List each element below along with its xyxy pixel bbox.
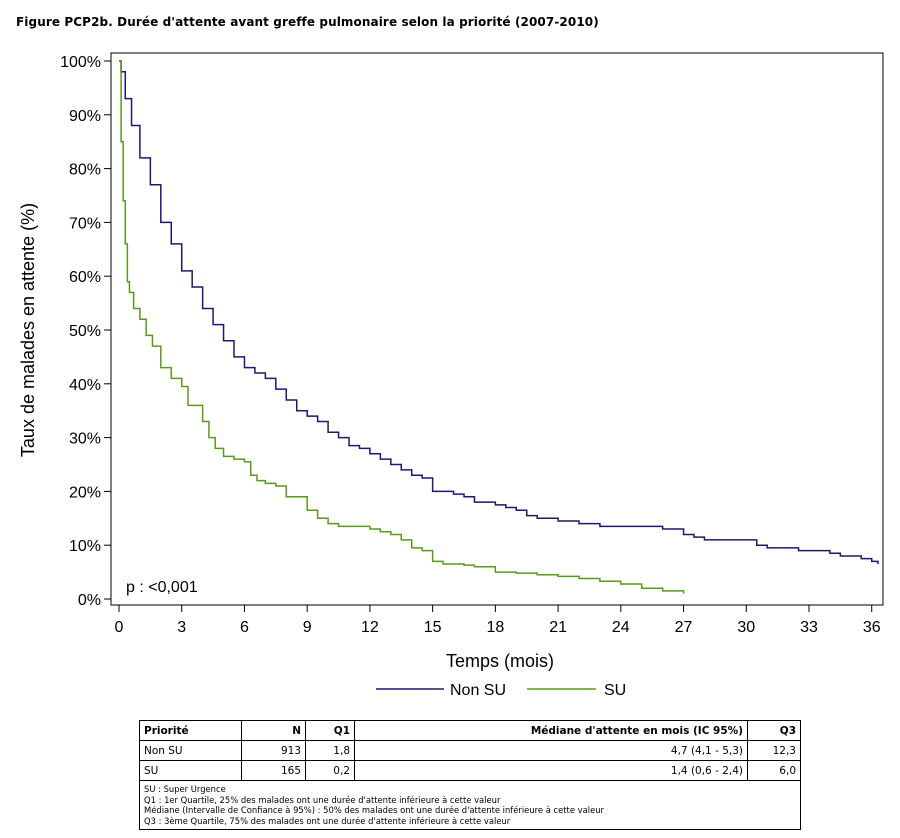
x-tick-label: 0	[115, 619, 124, 636]
plot-frame	[110, 52, 884, 606]
y-tick-label: 90%	[69, 108, 101, 125]
note-line: Q3 : 3ème Quartile, 75% des malades ont …	[144, 815, 511, 826]
cell-priorite: Non SU	[139, 740, 242, 761]
x-tick-label: 21	[549, 619, 567, 636]
note-line: Q1 : 1er Quartile, 25% des malades ont u…	[144, 794, 501, 805]
x-tick-label: 6	[240, 619, 249, 636]
y-tick-label: 20%	[69, 484, 101, 501]
y-tick-label: 10%	[69, 538, 101, 555]
y-axis-label: Taux de malades en attente (%)	[18, 203, 38, 457]
cell-n: 913	[241, 740, 306, 761]
x-tick-label: 36	[863, 619, 881, 636]
cell-mediane: 1,4 (0,6 - 2,4)	[354, 760, 748, 781]
note-line: SU : Super Urgence	[144, 784, 226, 794]
legend: Non SU SU	[376, 682, 626, 699]
table-row: Non SU 913 1,8 4,7 (4,1 - 5,3) 12,3	[139, 740, 801, 761]
y-tick-label: 70%	[69, 215, 101, 232]
legend-label-su: SU	[604, 682, 626, 699]
table-header-row: Priorité N Q1 Médiane d'attente en mois …	[139, 720, 801, 741]
x-tick-label: 3	[177, 619, 186, 636]
header-mediane: Médiane d'attente en mois (IC 95%)	[354, 720, 748, 741]
cell-mediane: 4,7 (4,1 - 5,3)	[354, 740, 748, 761]
x-axis-label: Temps (mois)	[446, 651, 554, 671]
x-tick-label: 12	[361, 619, 379, 636]
y-tick-label: 50%	[69, 323, 101, 340]
cell-q3: 6,0	[747, 760, 801, 781]
y-tick-label: 0%	[78, 592, 101, 609]
note-line: Médiane (Intervalle de Confiance à 95%) …	[144, 805, 604, 815]
x-tick-label: 27	[675, 619, 693, 636]
p-value-annotation: p : <0,001	[126, 579, 198, 596]
header-priorite: Priorité	[139, 720, 242, 741]
series-line-su	[119, 60, 685, 594]
x-tick-label: 33	[800, 619, 818, 636]
x-tick-label: 9	[303, 619, 312, 636]
y-tick-label: 40%	[69, 377, 101, 394]
x-tick-label: 18	[486, 619, 504, 636]
y-tick-label: 80%	[69, 162, 101, 179]
x-tick-label: 30	[737, 619, 755, 636]
stats-table: Priorité N Q1 Médiane d'attente en mois …	[139, 720, 801, 830]
cell-priorite: SU	[139, 760, 242, 781]
x-tick-label: 24	[612, 619, 630, 636]
series-line-non-su	[119, 60, 879, 565]
header-q1: Q1	[305, 720, 355, 741]
header-n: N	[241, 720, 306, 741]
cell-n: 165	[241, 760, 306, 781]
cell-q3: 12,3	[747, 740, 801, 761]
y-tick-label: 100%	[60, 54, 101, 71]
table-notes: SU : Super Urgence Q1 : 1er Quartile, 25…	[139, 780, 801, 830]
legend-label-non-su: Non SU	[450, 682, 506, 699]
header-q3: Q3	[747, 720, 801, 741]
cell-q1: 0,2	[305, 760, 355, 781]
figure-title: Figure PCP2b. Durée d'attente avant gref…	[16, 15, 599, 29]
table-row: SU 165 0,2 1,4 (0,6 - 2,4) 6,0	[139, 760, 801, 781]
x-tick-label: 15	[424, 619, 442, 636]
notes-row: SU : Super Urgence Q1 : 1er Quartile, 25…	[139, 780, 801, 830]
y-tick-label: 30%	[69, 431, 101, 448]
y-tick-label: 60%	[69, 269, 101, 286]
survival-chart: Taux de malades en attente (%) Temps (mo…	[18, 52, 884, 699]
cell-q1: 1,8	[305, 740, 355, 761]
